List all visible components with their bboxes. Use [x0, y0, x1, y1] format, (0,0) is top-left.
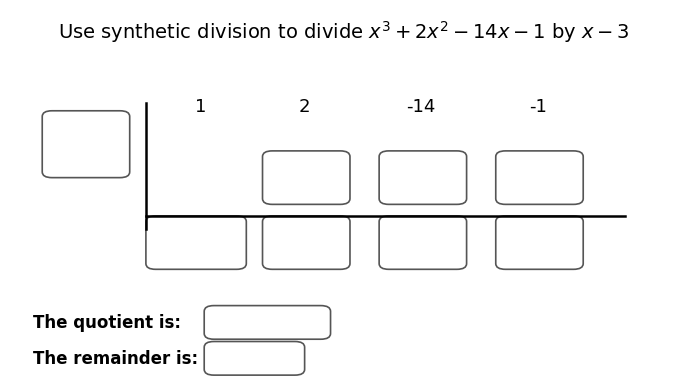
- FancyBboxPatch shape: [146, 216, 247, 269]
- FancyBboxPatch shape: [42, 111, 130, 178]
- Text: -1: -1: [529, 98, 547, 116]
- FancyBboxPatch shape: [496, 151, 583, 204]
- FancyBboxPatch shape: [204, 342, 304, 375]
- FancyBboxPatch shape: [262, 216, 350, 269]
- Text: 1: 1: [195, 98, 207, 116]
- Text: The remainder is:: The remainder is:: [32, 350, 198, 368]
- Text: -14: -14: [407, 98, 436, 116]
- FancyBboxPatch shape: [204, 306, 330, 339]
- Text: The quotient is:: The quotient is:: [32, 314, 181, 332]
- FancyBboxPatch shape: [379, 216, 466, 269]
- Text: 2: 2: [299, 98, 311, 116]
- FancyBboxPatch shape: [262, 151, 350, 204]
- Text: Use synthetic division to divide $x^3 + 2x^2 - 14x - 1$ by $x - 3$: Use synthetic division to divide $x^3 + …: [58, 19, 629, 45]
- FancyBboxPatch shape: [379, 151, 466, 204]
- FancyBboxPatch shape: [496, 216, 583, 269]
